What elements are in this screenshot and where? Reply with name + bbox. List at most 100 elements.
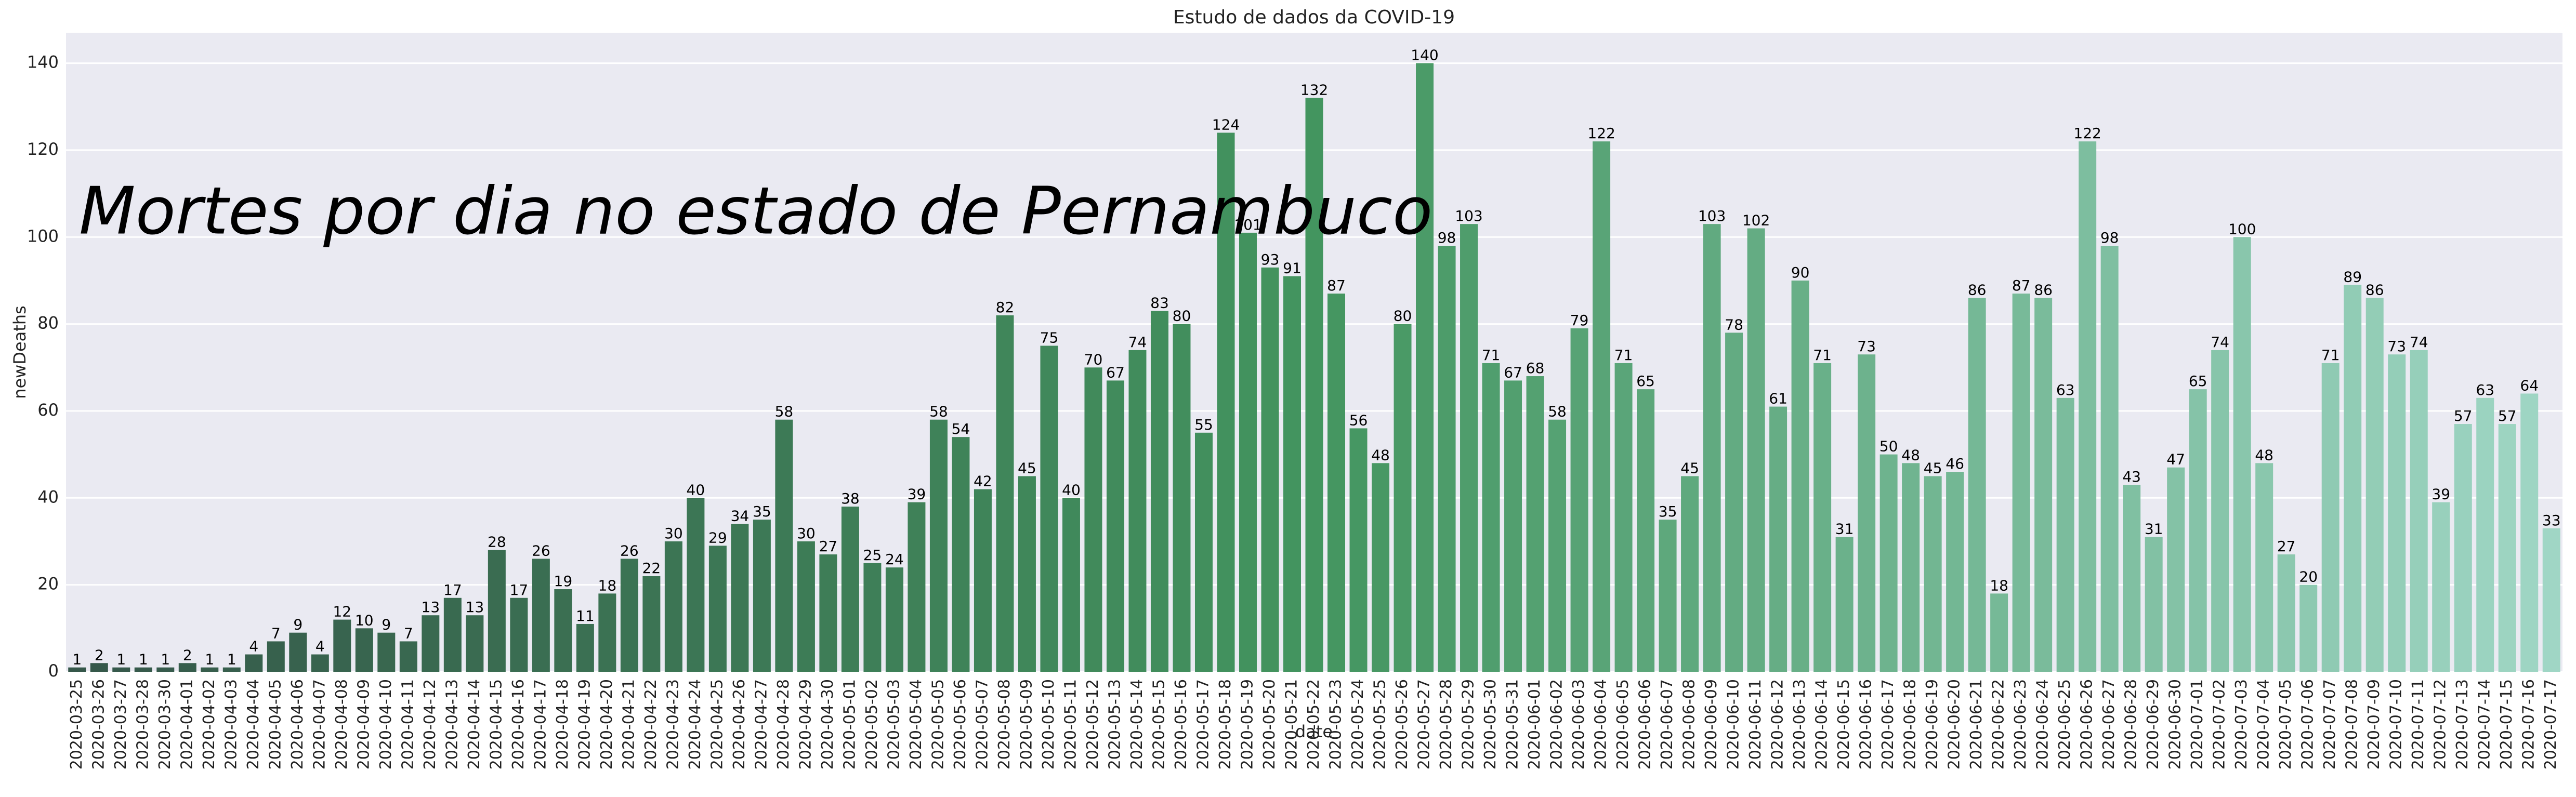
bar	[532, 559, 550, 672]
x-tick-label: 2020-06-18	[1901, 679, 1920, 769]
value-label: 34	[731, 508, 750, 525]
value-label: 31	[2145, 521, 2163, 538]
x-tick-label: 2020-04-22	[642, 679, 660, 769]
y-tick-label: 100	[27, 226, 59, 246]
value-label: 2	[183, 646, 192, 663]
x-tick-label: 2020-05-26	[1393, 679, 1411, 769]
value-label: 67	[1106, 364, 1125, 381]
x-tick-label: 2020-06-02	[1548, 679, 1566, 769]
x-tick-label: 2020-04-10	[377, 679, 395, 769]
bar	[377, 632, 396, 672]
value-label: 64	[2520, 377, 2539, 394]
x-tick-label: 2020-04-03	[222, 679, 240, 769]
value-label: 7	[404, 625, 413, 642]
bar	[1261, 267, 1279, 672]
bar	[222, 667, 241, 672]
bar	[819, 554, 837, 672]
bar	[620, 559, 638, 672]
x-tick-label: 2020-04-14	[465, 679, 483, 769]
x-tick-label: 2020-04-24	[686, 679, 704, 769]
x-tick-label: 2020-07-10	[2387, 679, 2406, 769]
x-tick-label: 2020-07-07	[2321, 679, 2339, 769]
bar	[974, 489, 992, 672]
value-label: 43	[2122, 468, 2141, 485]
value-label: 140	[1411, 47, 1438, 64]
value-label: 71	[1482, 347, 1501, 364]
x-tick-label: 2020-06-24	[2034, 679, 2052, 769]
value-label: 39	[2432, 486, 2450, 503]
x-tick-label: 2020-06-17	[1879, 679, 1897, 769]
value-label: 58	[775, 403, 794, 420]
value-label: 83	[1150, 295, 1169, 312]
bar	[2123, 485, 2141, 672]
value-label: 45	[1924, 459, 1942, 476]
bar	[1128, 350, 1147, 672]
x-tick-label: 2020-04-21	[620, 679, 638, 769]
bar	[797, 541, 815, 672]
value-label: 38	[841, 490, 860, 507]
x-tick-label: 2020-04-25	[708, 679, 726, 769]
x-tick-label: 2020-06-16	[1857, 679, 1875, 769]
x-tick-label: 2020-07-03	[2232, 679, 2251, 769]
x-tick-label: 2020-06-01	[1526, 679, 1544, 769]
x-tick-label: 2020-05-17	[1194, 679, 1212, 769]
x-tick-label: 2020-06-27	[2100, 679, 2118, 769]
x-tick-label: 2020-07-11	[2409, 679, 2427, 769]
bar	[2012, 294, 2030, 672]
value-label: 74	[2211, 334, 2229, 351]
bar	[1570, 328, 1588, 672]
bar	[1482, 363, 1500, 672]
x-tick-label: 2020-03-26	[89, 679, 108, 769]
x-tick-label: 2020-04-18	[554, 679, 572, 769]
value-label: 45	[1018, 459, 1036, 476]
x-tick-label: 2020-05-10	[1040, 679, 1058, 769]
x-tick-label: 2020-05-06	[951, 679, 969, 769]
chart-title: Estudo de dados da COVID-19	[1173, 7, 1455, 28]
y-tick-label: 140	[27, 52, 59, 72]
value-label: 124	[1212, 116, 1240, 133]
x-tick-label: 2020-04-01	[178, 679, 196, 769]
bar	[708, 546, 727, 672]
value-label: 63	[2476, 381, 2494, 398]
x-tick-label: 2020-07-08	[2343, 679, 2361, 769]
bar	[1460, 224, 1478, 672]
x-tick-label: 2020-05-18	[1216, 679, 1234, 769]
bar	[156, 667, 175, 672]
x-tick-label: 2020-04-05	[266, 679, 284, 769]
x-tick-label: 2020-04-11	[399, 679, 417, 769]
bar	[1084, 367, 1102, 672]
value-label: 48	[1371, 446, 1390, 463]
bar	[576, 623, 594, 672]
x-tick-label: 2020-07-12	[2432, 679, 2450, 769]
bar	[178, 663, 196, 672]
value-label: 58	[929, 403, 948, 420]
bar	[1217, 132, 1235, 672]
x-tick-label: 2020-04-20	[598, 679, 616, 769]
bar	[1637, 389, 1655, 672]
x-tick-label: 2020-05-03	[885, 679, 903, 769]
y-tick-label: 80	[37, 313, 59, 333]
bar	[1659, 520, 1677, 672]
bar	[1703, 224, 1721, 672]
x-tick-label: 2020-05-09	[1017, 679, 1035, 769]
x-tick-label: 2020-06-12	[1769, 679, 1787, 769]
bar	[90, 663, 108, 672]
bar	[68, 667, 86, 672]
y-tick-label: 0	[48, 661, 59, 681]
bar	[863, 563, 882, 672]
value-label: 30	[664, 525, 683, 542]
x-tick-label: 2020-06-08	[1680, 679, 1699, 769]
bar	[2167, 467, 2185, 672]
bar	[1416, 63, 1434, 672]
x-tick-label: 2020-07-15	[2498, 679, 2516, 769]
value-label: 74	[2410, 334, 2428, 351]
bar	[1349, 428, 1368, 672]
value-label: 54	[952, 420, 970, 437]
x-tick-label: 2020-05-08	[995, 679, 1014, 769]
value-label: 13	[422, 599, 440, 616]
value-label: 4	[249, 638, 258, 655]
value-label: 86	[2365, 281, 2384, 298]
value-label: 98	[2100, 229, 2119, 246]
bar	[2034, 298, 2053, 672]
x-tick-label: 2020-07-16	[2520, 679, 2538, 769]
